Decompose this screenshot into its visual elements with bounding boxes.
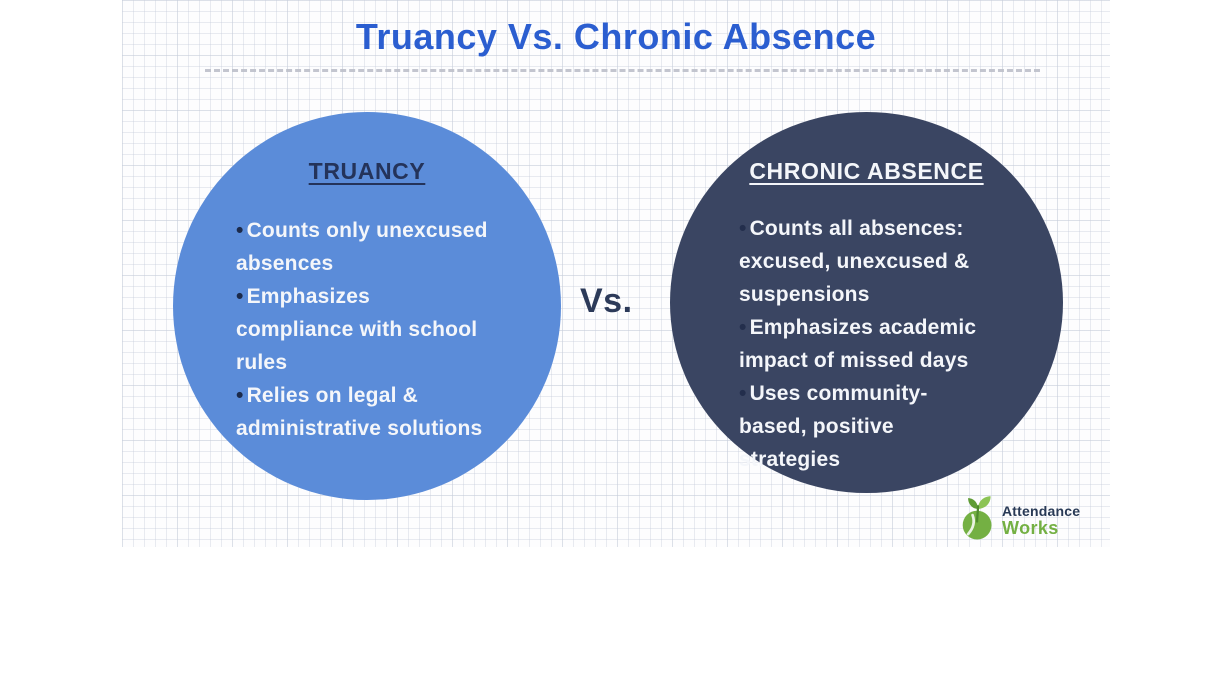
sprout-circle-icon [960, 492, 996, 547]
truancy-list: • Counts only unexcused absences • Emphasi… [236, 214, 492, 445]
logo-text: Attendance Works [1002, 504, 1080, 537]
list-item-text: Counts only unexcused absences [236, 219, 488, 275]
list-item-text: Emphasizes academic impact of missed day… [739, 316, 977, 372]
bullet-icon: • [739, 382, 747, 405]
title-dashed-divider [205, 69, 1040, 72]
bullet-icon: • [236, 384, 244, 407]
logo-line1: Attendance [1002, 503, 1081, 519]
vs-label: Vs. [580, 282, 633, 320]
list-item-text: Uses community-based, positive strategie… [739, 382, 928, 471]
bullet-icon: • [739, 316, 747, 339]
truancy-circle: TRUANCY • Counts only unexcused absences … [173, 112, 561, 500]
bullet-icon: • [236, 219, 244, 242]
graph-paper-background: Truancy Vs. Chronic Absence TRUANCY • Cou… [122, 0, 1110, 547]
list-item-text: Relies on legal & administrative solutio… [236, 384, 483, 440]
logo-line2: Works [1002, 518, 1059, 538]
list-item-text: Emphasizes compliance with school rules [236, 285, 478, 374]
chronic-absence-circle: CHRONIC ABSENCE • Counts all absences: ex… [670, 112, 1063, 493]
chronic-absence-heading: CHRONIC ABSENCE [749, 158, 984, 184]
list-item: • Relies on legal & administrative soluti… [236, 379, 492, 445]
list-item: • Emphasizes compliance with school rules [236, 280, 492, 379]
list-item: • Emphasizes academic impact of missed da… [739, 311, 985, 377]
list-item: • Counts all absences: excused, unexcused… [739, 212, 985, 311]
list-item-text: Counts all absences: excused, unexcused … [739, 217, 970, 306]
list-item: • Uses community-based, positive strategi… [739, 377, 985, 476]
page-title: Truancy Vs. Chronic Absence [355, 16, 877, 57]
chronic-absence-list: • Counts all absences: excused, unexcused… [739, 212, 985, 476]
bullet-icon: • [739, 217, 747, 240]
list-item: • Counts only unexcused absences [236, 214, 492, 280]
attendance-works-logo: Attendance Works [960, 490, 1080, 547]
truancy-heading: TRUANCY [308, 158, 426, 184]
bullet-icon: • [236, 285, 244, 308]
